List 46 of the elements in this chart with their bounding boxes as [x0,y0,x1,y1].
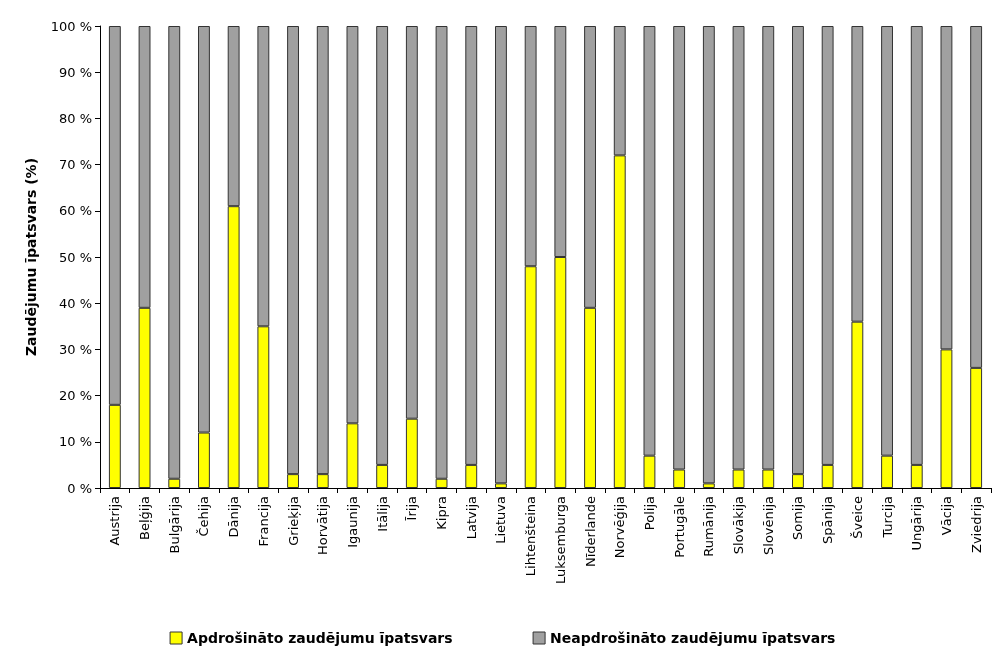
x-tick-label: Polija [641,496,657,531]
x-tick-label: Slovēnija [760,496,776,555]
y-tick-label: 40 % [58,295,92,311]
x-tick-label: Bulgārija [166,496,182,554]
y-tick-label: 80 % [58,110,92,126]
x-tick-label: Īrija [404,496,420,521]
y-axis-title: Zaudējumu īpatsvars (%) [23,157,39,357]
x-tick-label: Vācija [938,496,954,536]
x-tick-label: Dānija [226,496,242,538]
x-tick-label: Austrija [107,496,123,546]
x-tick-label: Norvēģija [612,496,628,559]
y-tick-label: 50 % [58,249,92,265]
x-tick-label: Slovākija [731,496,747,555]
x-tick-label: Ungārija [909,496,925,551]
x-tick-label: Latvija [463,496,479,540]
x-tick-label: Portugāle [671,496,687,558]
x-tick-label: Turcija [879,496,895,539]
x-tick-label: Igaunija [344,496,360,548]
x-tick-label: Rumānija [701,496,717,557]
x-tick-label: Lihtenšteina [523,496,539,577]
x-tick-label: Nīderlande [582,496,598,567]
x-tick-label: Čehija [196,496,212,537]
y-tick-label: 100 % [50,18,92,34]
x-tick-label: Šveice [849,496,865,539]
y-tick-label: 20 % [58,388,92,404]
legend-label: Apdrošināto zaudējumu īpatsvars [187,630,453,646]
y-tick-label: 90 % [58,64,92,80]
y-tick-label: 0 % [67,480,92,496]
x-tick-label: Grieķija [285,496,301,546]
x-tick-label: Itālija [374,496,390,532]
bar [495,26,507,484]
x-tick-label: Luksemburga [552,496,568,585]
y-tick-label: 60 % [58,203,92,219]
x-tick-label: Beļģija [137,496,153,540]
x-tick-label: Francija [255,496,271,547]
x-tick-label: Zviedrija [968,496,984,553]
x-tick-label: Horvātija [315,496,331,556]
y-tick-label: 30 % [58,341,92,357]
x-tick-label: Somija [790,496,806,541]
x-tick-label: Lietuva [493,496,509,544]
x-tick-label: Kipra [434,496,450,530]
y-tick-label: 70 % [58,157,92,173]
y-tick-label: 10 % [58,434,92,450]
bar [702,26,715,484]
legend-label: Neapdrošināto zaudējumu īpatsvars [550,630,836,646]
x-tick-label: Spānija [820,496,836,544]
